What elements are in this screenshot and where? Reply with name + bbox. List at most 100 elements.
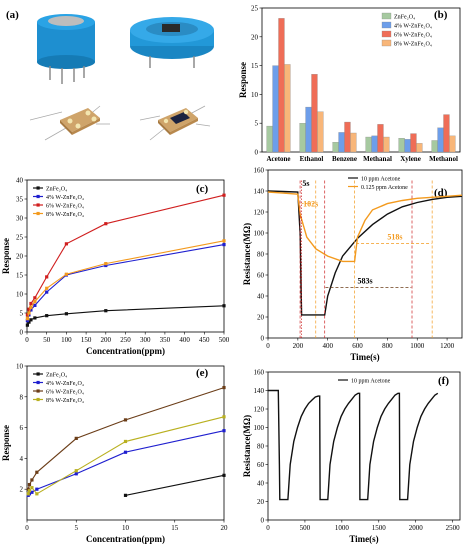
bar: [344, 121, 351, 153]
y-tick-label: 20: [257, 498, 265, 506]
legend-entry: 6% W-ZnFe₂O₄: [394, 32, 432, 38]
x-tick-label: 100: [61, 336, 72, 344]
x-tick-label: 20: [221, 524, 229, 532]
y-tick-label: 25: [16, 234, 24, 242]
y-axis-label: Resistance(MΩ): [242, 223, 252, 285]
x-axis-label: Time(s): [350, 352, 379, 362]
y-tick-label: 20: [251, 33, 259, 41]
y-tick-label: 80: [257, 443, 265, 451]
data-point: [29, 308, 33, 312]
y-tick-label: 40: [257, 480, 265, 488]
x-tick-label: 1000: [335, 524, 350, 532]
y-tick-label: 5: [255, 120, 259, 128]
data-point: [27, 311, 31, 315]
legend-entry: 4% W-ZnFe₂O₄: [46, 381, 84, 387]
y-tick-label: 15: [251, 62, 259, 70]
x-tick-label: 1500: [372, 524, 387, 532]
x-axis-label: Time(s): [349, 534, 378, 544]
data-point: [74, 469, 78, 473]
data-point: [27, 482, 32, 487]
annotation-label: 583s: [358, 277, 373, 286]
x-tick-label: 400: [179, 336, 190, 344]
category-label: Xylene: [400, 155, 421, 163]
data-point: [123, 450, 128, 454]
data-point: [64, 312, 68, 316]
y-tick-label: 140: [254, 387, 265, 395]
category-label: Methanal: [363, 155, 392, 163]
data-point: [25, 319, 29, 323]
legend-entry: 8% W-ZnFe₂O₄: [46, 212, 84, 218]
sensor-base-illustration: [130, 17, 214, 68]
sensor-can-illustration: [37, 14, 95, 84]
x-tick-label: 300: [140, 336, 151, 344]
bar: [266, 125, 273, 153]
data-point: [123, 418, 128, 422]
chart-c: 0 50 100 150 200 250 300 350 400 450 500 0 5 10 15 20 25…: [1, 177, 230, 357]
y-tick-label: 5: [20, 310, 24, 318]
legend-entry: 0.125 ppm Acetone: [361, 185, 408, 191]
data-point: [45, 314, 49, 318]
y-tick-label: 20: [16, 253, 24, 261]
panel-label-a: (a): [6, 9, 19, 21]
bar: [350, 132, 357, 153]
annotation-label: 102s: [303, 200, 318, 209]
data-point: [33, 316, 37, 320]
panel-label-c: (c): [196, 183, 209, 195]
bar: [383, 136, 390, 153]
data-point: [33, 300, 37, 304]
bar: [365, 136, 372, 153]
y-tick-label: 6: [20, 424, 24, 432]
data-point: [222, 304, 226, 308]
data-point: [64, 242, 68, 246]
y-tick-label: 60: [257, 272, 265, 280]
y-tick-label: 0: [20, 329, 24, 337]
y-tick-label: 40: [257, 293, 265, 301]
legend-entry: 8% W-ZnFe₂O₄: [46, 398, 84, 404]
legend-entry: ZnFe₂O₄: [46, 372, 67, 378]
legend-entry: 8% W-ZnFe₂O₄: [394, 41, 432, 47]
series-line: [26, 305, 225, 326]
legend-entry: ZnFe₂O₄: [46, 186, 67, 192]
panel-label-b: (b): [434, 9, 448, 21]
data-point: [35, 487, 39, 491]
x-axis-label: Concentration(ppm): [86, 534, 165, 544]
data-point: [27, 489, 32, 493]
x-tick-label: 1000: [410, 342, 425, 350]
series-line: [26, 244, 225, 321]
data-point: [45, 290, 49, 294]
x-tick-label: 50: [43, 336, 51, 344]
legend-swatch: [381, 30, 392, 38]
data-point: [27, 307, 31, 311]
x-tick-label: 600: [352, 342, 363, 350]
bar: [278, 18, 285, 153]
legend-entry: 6% W-ZnFe₂O₄: [46, 389, 84, 395]
data-point: [222, 473, 226, 477]
data-point: [222, 429, 226, 433]
legend-marker: [36, 389, 40, 393]
plot-frame: [267, 371, 461, 521]
x-tick-label: 10: [122, 524, 130, 532]
x-tick-label: 0: [25, 336, 29, 344]
data-point: [222, 193, 226, 197]
category-label: Acetone: [266, 155, 290, 163]
bar: [431, 140, 438, 153]
data-point: [222, 415, 226, 419]
data-point: [222, 243, 226, 247]
data-point: [123, 493, 128, 497]
chart-d: 0 200 400 600 800 1000 1200 0 20 40 60 80 100 120 140 1…: [242, 167, 463, 362]
legend-entry: 10 ppm Acetone: [351, 378, 391, 384]
y-tick-label: 160: [254, 167, 265, 175]
legend-entry: 6% W-ZnFe₂O₄: [46, 203, 84, 209]
y-tick-label: 10: [16, 291, 24, 299]
data-point: [33, 303, 37, 307]
plot-frame: [261, 7, 461, 153]
x-tick-label: 150: [81, 336, 92, 344]
data-point: [74, 436, 78, 440]
legend-marker: [36, 372, 40, 376]
y-axis-label: Response: [1, 238, 11, 274]
category-label: Benzene: [332, 155, 357, 163]
data-point: [104, 222, 108, 226]
annotation-label: 5s: [302, 179, 309, 188]
y-tick-label: 60: [257, 461, 265, 469]
